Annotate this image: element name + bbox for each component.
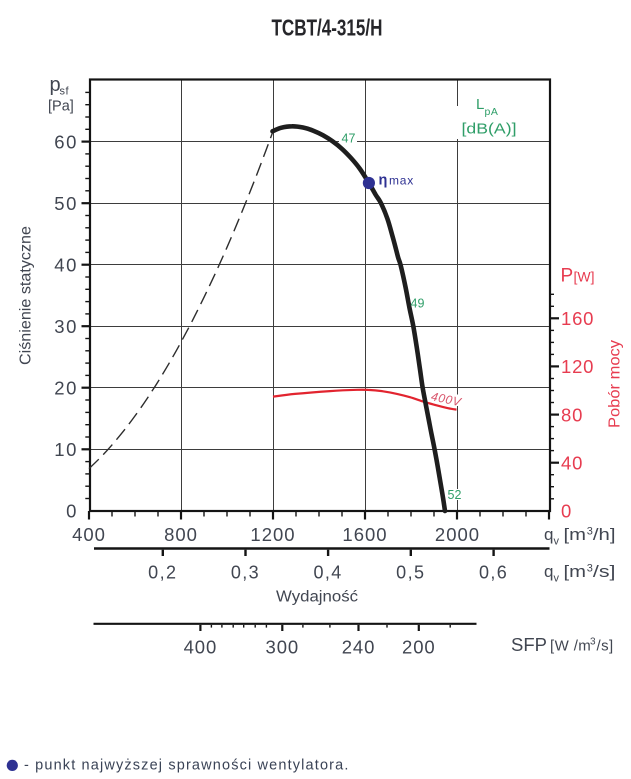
svg-text:v: v: [554, 536, 560, 548]
svg-text:3: 3: [587, 563, 593, 575]
svg-text:400V: 400V: [430, 389, 463, 409]
svg-text:Ciśnienie statyczne: Ciśnienie statyczne: [18, 226, 35, 365]
svg-text:[m: [m: [564, 562, 587, 581]
svg-text:1600: 1600: [342, 524, 387, 545]
svg-text:200: 200: [402, 637, 436, 658]
svg-text:/h]: /h]: [593, 525, 616, 544]
svg-text:0,2: 0,2: [148, 563, 177, 583]
svg-text:0,5: 0,5: [396, 563, 425, 583]
svg-text:40: 40: [54, 254, 78, 275]
svg-text:10: 10: [54, 439, 78, 460]
svg-text:3: 3: [587, 526, 593, 538]
svg-text:/s]: /s]: [597, 638, 614, 655]
svg-text:L: L: [476, 96, 484, 113]
svg-text:[m: [m: [564, 525, 587, 544]
svg-text:120: 120: [561, 356, 594, 377]
svg-text:0,4: 0,4: [313, 563, 342, 583]
svg-text:20: 20: [54, 377, 78, 398]
svg-text:Wydajność: Wydajność: [276, 589, 358, 606]
svg-text:49: 49: [411, 297, 425, 311]
svg-text:p: p: [50, 74, 61, 96]
svg-text:30: 30: [54, 316, 78, 337]
svg-text:sf: sf: [60, 86, 70, 98]
svg-text:400: 400: [184, 637, 218, 658]
svg-text:300: 300: [266, 637, 300, 658]
svg-text:v: v: [554, 573, 560, 585]
svg-text:[Pa]: [Pa]: [48, 99, 74, 115]
svg-text:P: P: [561, 266, 574, 287]
svg-text:400: 400: [72, 524, 106, 545]
svg-text:800: 800: [164, 524, 198, 545]
svg-text:47: 47: [342, 132, 356, 146]
svg-text:Pobór mocy: Pobór mocy: [607, 340, 624, 428]
svg-text:0: 0: [561, 501, 572, 522]
svg-text:/s]: /s]: [593, 562, 616, 581]
svg-text:0,6: 0,6: [479, 563, 508, 583]
svg-text:[W /m: [W /m: [550, 638, 591, 655]
svg-text:q: q: [544, 562, 553, 581]
svg-text:1200: 1200: [250, 524, 295, 545]
svg-text:240: 240: [342, 637, 376, 658]
svg-text:- punkt najwyższej sprawności: - punkt najwyższej sprawności wentylator…: [24, 758, 350, 774]
svg-text:0: 0: [66, 501, 78, 522]
svg-text:TCBT/4-315/H: TCBT/4-315/H: [272, 15, 383, 41]
svg-text:max: max: [389, 174, 414, 188]
svg-text:[dB(A)]: [dB(A)]: [462, 121, 517, 138]
svg-text:0,3: 0,3: [231, 563, 260, 583]
svg-text:q: q: [544, 525, 553, 544]
svg-text:2000: 2000: [435, 524, 480, 545]
svg-text:[W]: [W]: [574, 269, 595, 285]
svg-text:3: 3: [590, 637, 596, 648]
svg-text:pA: pA: [485, 106, 499, 118]
svg-text:80: 80: [561, 404, 583, 425]
svg-text:160: 160: [561, 308, 594, 329]
svg-text:52: 52: [448, 488, 462, 502]
svg-text:60: 60: [54, 131, 78, 152]
svg-text:SFP: SFP: [511, 634, 547, 655]
svg-text:40: 40: [561, 452, 583, 473]
svg-text:50: 50: [54, 193, 78, 214]
svg-text:η: η: [379, 173, 388, 189]
